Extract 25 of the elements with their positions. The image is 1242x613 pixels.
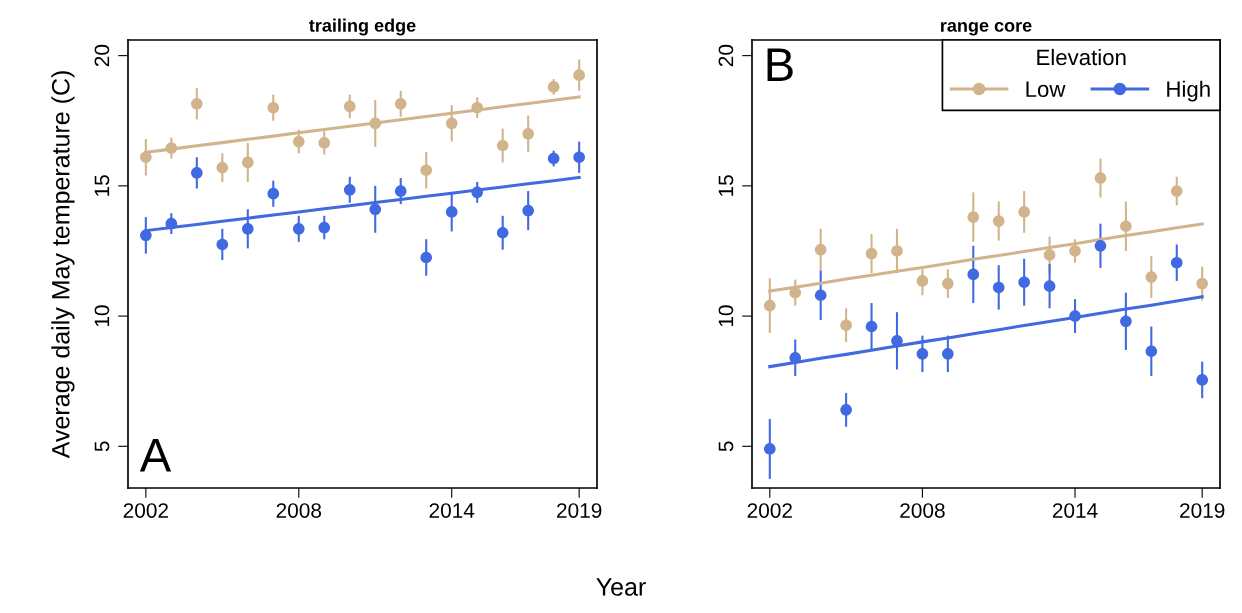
- chart-title: range core: [941, 21, 1032, 36]
- y-tick-label: 15: [718, 175, 734, 196]
- y-tick-label: 15: [94, 175, 110, 196]
- legend-label: High: [1167, 80, 1210, 102]
- y-axis-title: Average daily May temperature (C): [51, 71, 75, 459]
- x-tick-label: 2002: [123, 503, 168, 518]
- chart-title: trailing edge: [309, 18, 416, 36]
- x-axis-title: Year: [596, 578, 646, 596]
- x-tick-label: 2002: [747, 503, 792, 518]
- y-tick-label: 20: [94, 44, 110, 67]
- legend-label: Low: [1026, 81, 1066, 98]
- y-tick-label: 20: [718, 44, 734, 67]
- x-tick-label: 2019: [557, 503, 602, 518]
- x-tick-label: 2014: [429, 503, 475, 518]
- y-tick-label: 5: [718, 441, 734, 452]
- x-tick-label: 2008: [900, 503, 945, 518]
- x-tick-label: 2008: [276, 503, 322, 518]
- y-tick-label: 5: [94, 441, 110, 452]
- y-tick-label: 10: [718, 305, 734, 327]
- annotation: B: [767, 48, 793, 81]
- legend-title: Elevation: [1037, 48, 1126, 66]
- annotation: A: [139, 438, 172, 472]
- x-tick-label: 2014: [1052, 503, 1098, 518]
- y-tick-label: 10: [94, 305, 110, 327]
- x-tick-label: 2019: [1180, 503, 1225, 518]
